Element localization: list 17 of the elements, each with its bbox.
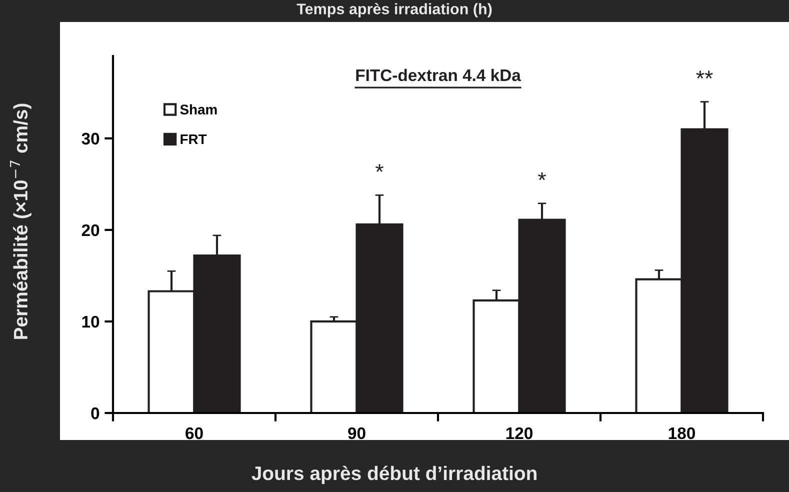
y-tick-label: 10 — [82, 316, 100, 328]
annotation: * — [538, 172, 546, 180]
y-tick-label: 0 — [91, 407, 100, 420]
y-axis-title: Perméabilité (×10$^{−7}$ cm/s) — [10, 104, 32, 339]
y-tick-label: 30 — [82, 132, 100, 145]
x-tick-label: 90 — [348, 427, 366, 440]
x-tick-label: 60 — [186, 427, 203, 440]
legend-label: Sham — [180, 104, 217, 114]
x-tick-label: 180 — [668, 427, 695, 440]
y-tick-label: 20 — [82, 224, 100, 236]
text: FITC-dextran 4.4 kDa — [356, 68, 522, 82]
legend-label: FRT — [180, 134, 207, 144]
annotation: * — [376, 164, 384, 172]
x-axis-title: Jours après début d’irradiation — [252, 466, 536, 484]
x-tick-label: 120 — [506, 427, 532, 440]
annotation: ** — [696, 70, 713, 79]
text: Temps après irradiation (h) — [296, 3, 492, 18]
